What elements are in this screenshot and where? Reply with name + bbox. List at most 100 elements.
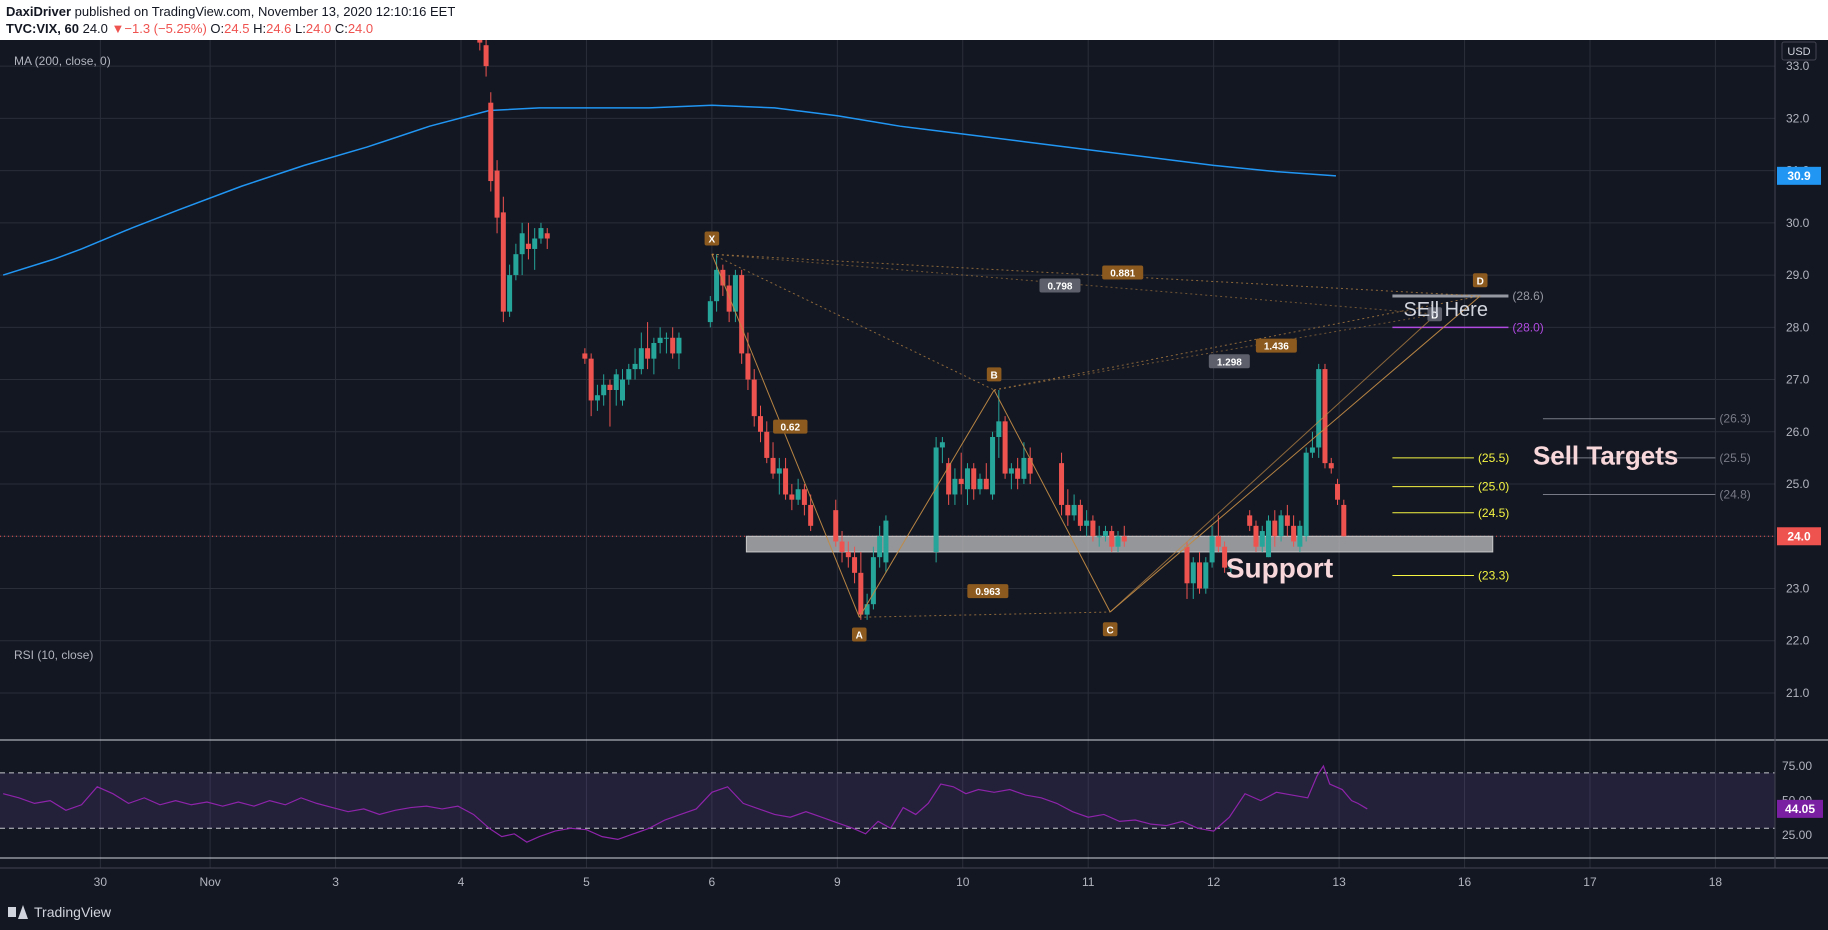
candle-down — [525, 243, 531, 249]
candle-down — [1015, 468, 1021, 479]
candle-down — [801, 489, 807, 505]
candle-up — [601, 384, 607, 396]
high-label: H: — [253, 21, 267, 36]
target-label: (26.3) — [1719, 412, 1750, 426]
candle-down — [1341, 504, 1347, 537]
ratio-label-bg — [1208, 354, 1250, 369]
candle-up — [1021, 457, 1027, 479]
annotation-text: Sell Targets — [1533, 440, 1678, 470]
close-value: 24.0 — [347, 21, 374, 36]
candle-up — [507, 275, 513, 312]
ma-price-tag: 30.9 — [1787, 169, 1811, 183]
candle-down — [757, 416, 763, 432]
author-name[interactable]: DaxiDriver — [6, 4, 72, 19]
pattern-ratio-line — [711, 253, 1437, 315]
candle-down — [1121, 536, 1127, 542]
candle-up — [657, 337, 663, 343]
candle-up — [1071, 504, 1077, 516]
last-price-tag: 24.0 — [1787, 529, 1811, 543]
candle-down — [845, 551, 851, 558]
candle-down — [789, 494, 795, 500]
candle-up — [864, 604, 870, 615]
candle-down — [983, 478, 989, 490]
change-arrow-icon: ▼ — [111, 21, 125, 36]
x-tick-label: 18 — [1709, 875, 1723, 889]
price-chart[interactable]: (28.6) (28.0) (25.5) (25.0) (24.5) (23.3) (26.… — [0, 40, 1828, 896]
pattern-leg — [993, 389, 1111, 613]
candle-up — [532, 238, 538, 249]
y-tick-label: 29.0 — [1786, 268, 1810, 282]
candle-down — [852, 557, 858, 573]
candle-down — [488, 102, 494, 182]
pattern-leg — [1109, 313, 1437, 613]
point-label-bg — [986, 367, 1002, 382]
candle-down — [1284, 515, 1290, 526]
open-value: 24.5 — [224, 21, 250, 36]
candle-up — [594, 395, 600, 401]
candle-down — [1059, 463, 1065, 505]
point-label-bg — [1102, 622, 1118, 637]
high-value: 24.6 — [266, 21, 292, 36]
candle-up — [1190, 562, 1196, 584]
candle-down — [1247, 515, 1253, 526]
rsi-tick-label: 75.00 — [1782, 759, 1812, 773]
point-label: X — [709, 235, 716, 246]
candle-up — [707, 301, 713, 323]
candle-up — [632, 363, 638, 370]
candle-down — [858, 572, 864, 615]
ratio-label-bg — [1102, 265, 1144, 280]
rsi-legend: RSI (10, close) — [14, 648, 93, 662]
candle-up — [663, 337, 669, 339]
x-tick-label: 6 — [709, 875, 716, 889]
target-label: (28.0) — [1512, 320, 1543, 334]
last-price: 24.0 — [82, 21, 108, 36]
candle-up — [638, 348, 644, 370]
candle-down — [670, 337, 676, 354]
last-price-tag-bg — [1777, 527, 1821, 546]
candle-up — [1266, 520, 1272, 558]
point-label-bg — [704, 231, 720, 246]
candle-up — [1297, 525, 1303, 547]
open-label: O: — [210, 21, 225, 36]
candle-down — [582, 353, 588, 359]
candle-up — [1209, 536, 1215, 563]
candle-up — [877, 536, 883, 558]
ratio-label: 0.798 — [1047, 282, 1072, 293]
candle-up — [519, 233, 525, 255]
y-tick-label: 32.0 — [1786, 111, 1810, 125]
candle-down — [1027, 457, 1033, 474]
point-label: D — [1477, 276, 1484, 287]
ratio-label-bg — [967, 584, 1009, 599]
candle-down — [783, 468, 789, 495]
symbol-label[interactable]: TVC:VIX, 60 — [6, 21, 79, 36]
target-label: (25.0) — [1478, 480, 1509, 494]
candle-up — [613, 374, 619, 390]
rsi-value-tag: 44.05 — [1785, 802, 1815, 816]
candle-down — [720, 269, 726, 286]
annotation-text: SEll Here — [1403, 299, 1487, 321]
candle-up — [933, 447, 939, 552]
candle-down — [1197, 562, 1203, 589]
candle-up — [977, 478, 983, 490]
candle-down — [607, 384, 613, 390]
x-tick-label: 10 — [956, 875, 970, 889]
candle-down — [494, 170, 500, 218]
target-label: (23.3) — [1478, 568, 1509, 582]
y-tick-label: 21.0 — [1786, 686, 1810, 700]
tradingview-logo[interactable]: TradingView — [8, 904, 111, 920]
candle-up — [651, 342, 657, 359]
candle-up — [795, 489, 801, 500]
pattern-leg — [1109, 295, 1481, 613]
candle-up — [1102, 531, 1108, 537]
candle-up — [1316, 369, 1322, 448]
pattern-ratio-line — [859, 611, 1111, 618]
ratio-label-bg — [773, 419, 808, 434]
candle-up — [883, 520, 889, 563]
candle-down — [971, 468, 977, 490]
candle-down — [1002, 421, 1008, 474]
candle-down — [1272, 520, 1278, 537]
ma-legend: MA (200, close, 0) — [14, 54, 111, 68]
candle-down — [1215, 536, 1221, 547]
rsi-line — [2, 764, 1368, 843]
candle-down — [833, 510, 839, 542]
